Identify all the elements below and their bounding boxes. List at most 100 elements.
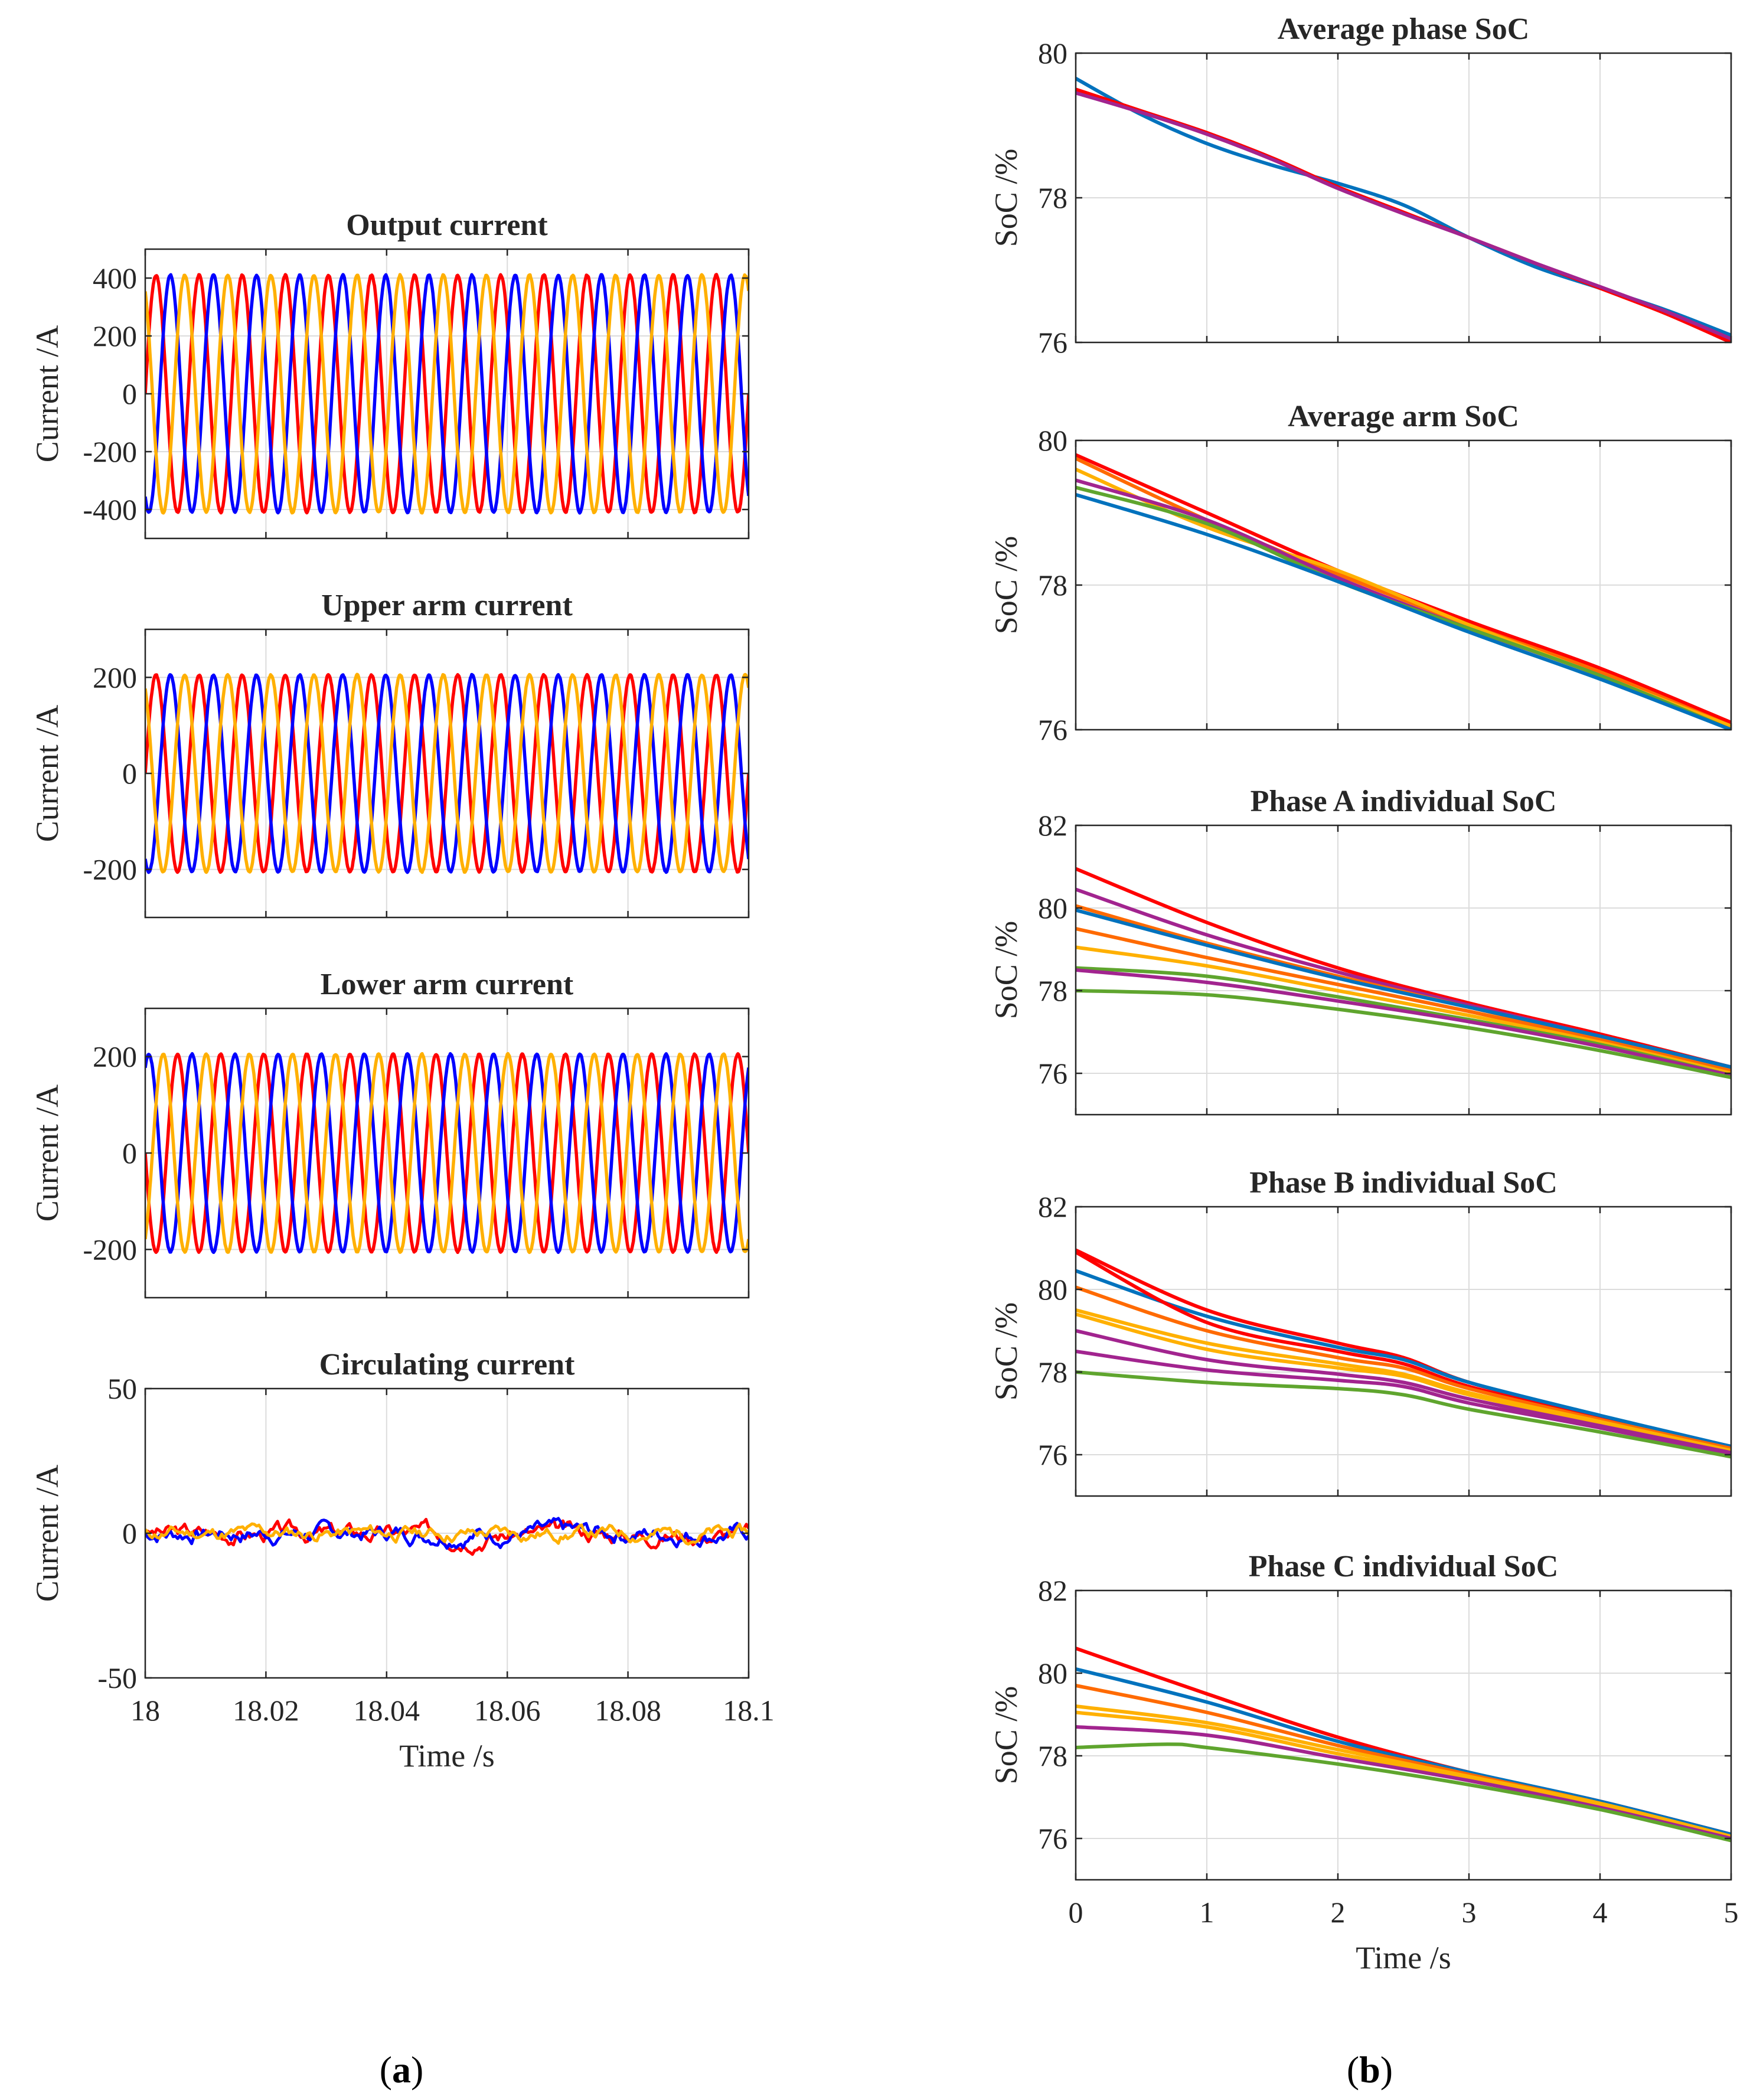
axes-box: [1075, 1206, 1732, 1497]
x-tick-label: 18: [130, 1694, 160, 1727]
series-line-cell-7: [1076, 1329, 1731, 1455]
series-line-phase-a: [1076, 76, 1731, 337]
y-axis-label: Current /A: [30, 1085, 65, 1222]
y-tick-label: 76: [1038, 326, 1067, 359]
series-line-cell-2: [1076, 1667, 1731, 1836]
series-group: [1076, 453, 1731, 730]
x-tick-label: 18.1: [723, 1694, 775, 1727]
x-tick-label: 1: [1200, 1896, 1214, 1929]
series-group: [1076, 867, 1731, 1079]
y-axis-label: Current /A: [30, 705, 65, 842]
series-line-cell-5: [1076, 1308, 1731, 1452]
y-axis-label: SoC /%: [988, 536, 1024, 635]
chart-title: Average arm SoC: [1288, 400, 1519, 433]
y-tick-label: 0: [122, 757, 137, 790]
chart-avgphase: 76 78 80 Average phase SoC SoC /%: [988, 12, 1732, 359]
series-line-cell-6: [1076, 1312, 1731, 1455]
series-line-phase-b: [145, 273, 749, 515]
series-line-phase-c: [1076, 91, 1731, 341]
series-line-cell-5: [1076, 927, 1731, 1073]
chart-output: -400 -200 0 200 400 Output current Current /A: [30, 208, 750, 540]
x-tick-label: 5: [1724, 1896, 1739, 1929]
series-line-cell-4: [1076, 1704, 1731, 1838]
series-group: [145, 672, 749, 874]
x-tick-label: 0: [1069, 1896, 1083, 1929]
y-tick-label: 0: [122, 1136, 137, 1170]
series-line-cell-6: [1076, 1725, 1731, 1840]
series-line-phase-c: [145, 672, 749, 874]
y-tick-label: 78: [1038, 1356, 1067, 1389]
series-line-cell-6: [1076, 945, 1731, 1075]
chart-title: Upper arm current: [321, 589, 573, 622]
chart-phaseB: 76 78 80 82 Phase B individual SoC SoC /%: [988, 1166, 1732, 1497]
series-line-phase-a: [145, 672, 749, 874]
y-axis-label: Current /A: [30, 325, 65, 462]
series-line-cell-8: [1076, 968, 1731, 1077]
y-tick-label: -200: [83, 853, 137, 886]
series-group: [1076, 76, 1731, 342]
y-tick-label: 0: [122, 377, 137, 410]
series-line-phase-b: [145, 672, 749, 874]
series-group: [1076, 1647, 1731, 1843]
y-tick-label: 400: [93, 262, 137, 295]
series-group: [145, 273, 749, 515]
series-line-phase-c: [145, 273, 749, 515]
series-line-cell-5: [1076, 1710, 1731, 1840]
panel-label-b: (b): [1347, 2049, 1393, 2091]
series-group: [1076, 1248, 1731, 1459]
series-group: [145, 1517, 749, 1556]
series-group: [145, 1051, 749, 1255]
y-tick-label: 78: [1038, 181, 1067, 214]
y-tick-label: 76: [1038, 1822, 1067, 1855]
chart-upper: -200 0 200 Upper arm current Current /A: [30, 589, 750, 919]
chart-avgarm: 76 78 80 Average arm SoC SoC /%: [988, 400, 1732, 746]
y-tick-label: 78: [1038, 569, 1067, 602]
axes-box: [1075, 1589, 1732, 1881]
y-tick-label: -200: [83, 435, 137, 468]
chart-title: Average phase SoC: [1278, 12, 1530, 46]
y-tick-label: 200: [93, 1040, 137, 1073]
series-line-cell-1: [1076, 1647, 1731, 1836]
chart-title: Circulating current: [319, 1348, 575, 1382]
y-tick-label: 76: [1038, 1438, 1067, 1471]
y-tick-label: 76: [1038, 713, 1067, 746]
x-axis-label: Time /s: [399, 1738, 495, 1774]
y-tick-label: -200: [83, 1233, 137, 1266]
y-tick-label: 80: [1038, 891, 1067, 925]
y-axis-label: SoC /%: [988, 921, 1024, 1020]
series-line-cell-2: [1076, 1269, 1731, 1448]
x-tick-label: 18.06: [474, 1694, 541, 1727]
y-tick-label: 80: [1038, 37, 1067, 70]
chart-circ: -50 0 50 18 18.02 18.04 18.06 18.08 18.1 Circulat…: [30, 1348, 775, 1774]
y-tick-label: 80: [1038, 1273, 1067, 1306]
series-line-phase-a: [145, 1052, 749, 1255]
x-axis-label: Time /s: [1356, 1940, 1451, 1975]
series-line-phase-c: [145, 1522, 749, 1546]
chart-title: Lower arm current: [321, 968, 574, 1001]
series-line-arm-6: [1076, 492, 1731, 730]
y-tick-label: 80: [1038, 1657, 1067, 1690]
y-tick-label: 82: [1038, 1190, 1067, 1223]
y-tick-label: 78: [1038, 1739, 1067, 1772]
chart-title: Output current: [346, 208, 548, 242]
series-line-arm-1: [1076, 453, 1731, 724]
series-line-phase-c: [145, 1051, 749, 1255]
chart-phaseC: 76 78 80 82 0 1 2 3 4 5 Phase C individual SoC SoC …: [988, 1550, 1739, 1975]
series-line-cell-9: [1076, 989, 1731, 1079]
y-tick-label: 76: [1038, 1057, 1067, 1090]
x-tick-label: 3: [1462, 1896, 1477, 1929]
chart-lower: -200 0 200 Lower arm current Current /A: [30, 968, 750, 1299]
y-tick-label: 200: [93, 661, 137, 694]
axes-box: [1075, 824, 1732, 1116]
chart-title: Phase B individual SoC: [1249, 1166, 1558, 1200]
y-axis-label: SoC /%: [988, 149, 1024, 247]
y-tick-label: 80: [1038, 424, 1067, 457]
y-tick-label: 82: [1038, 809, 1067, 842]
x-tick-label: 18.08: [595, 1694, 661, 1727]
series-line-cell-8: [1076, 1350, 1731, 1456]
series-line-cell-4: [1076, 1285, 1731, 1451]
chart-title: Phase A individual SoC: [1251, 785, 1557, 818]
y-axis-label: SoC /%: [988, 1302, 1024, 1401]
series-line-phase-b: [1076, 87, 1731, 342]
